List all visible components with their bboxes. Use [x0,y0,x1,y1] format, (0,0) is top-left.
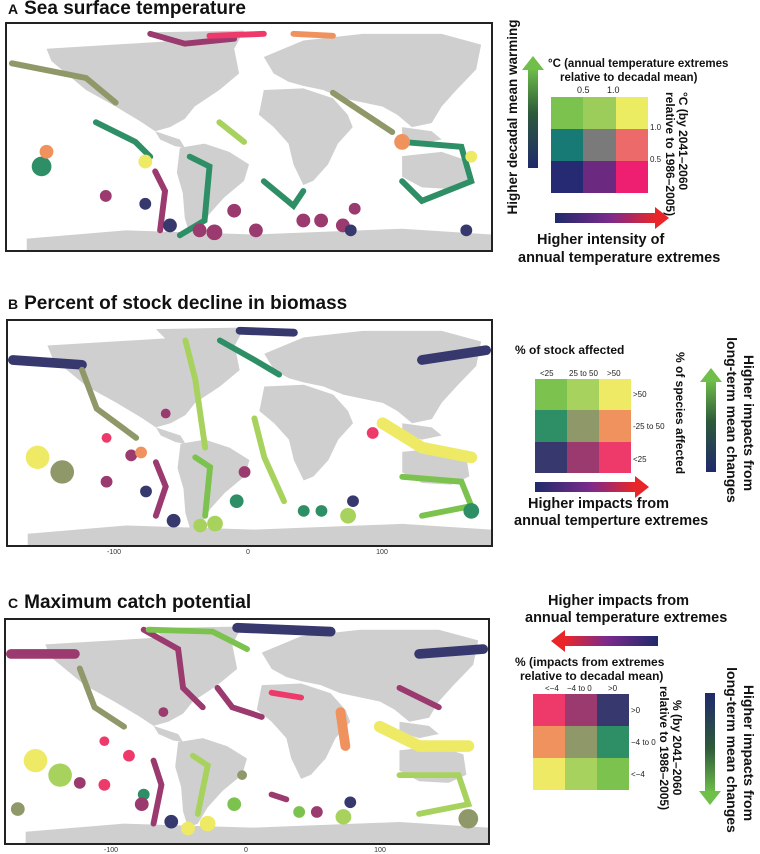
legend-a-right-label-1: °C (by 2041–2060 [676,92,690,191]
legend-a-bivariate-grid [551,97,648,193]
legend-c-far-right-label-2: long-term mean changes [724,667,740,833]
legend-b-col-tick-2: 25 to 50 [569,369,598,378]
legend-cell [615,161,648,193]
panel-letter: A [8,1,19,17]
legend-cell [599,410,631,442]
legend-cell [535,410,567,442]
legend-a-col-tick-1: 0.5 [577,85,590,95]
legend-cell [535,379,567,411]
x-tick: 100 [376,549,388,556]
arrow-left-icon [551,630,565,652]
legend-cell [599,379,631,411]
legend-cell [565,726,597,758]
legend-cell [533,758,565,790]
legend-a-left-axis-label: Higher decadal mean warming [505,19,520,215]
arrow-up-icon [522,56,544,70]
legend-a-row-tick-2: 0.5 [650,155,662,164]
arrow-right-icon [655,207,669,229]
legend-cell [533,726,565,758]
legend-b-col-tick-1: <25 [540,369,554,378]
x-tick: -100 [103,847,119,854]
panel-b-title: B Percent of stock decline in biomass [8,293,347,315]
legend-c-label-1: % (impacts from extremes [515,655,665,669]
legend-b-bottom-label-1: Higher impacts from [528,496,669,512]
x-tick: -100 [106,549,122,556]
panel-a-title: A Sea surface temperature [8,0,246,20]
legend-b-right-label: % of species affected [673,352,687,475]
legend-cell [535,441,567,473]
legend-cell [583,129,616,161]
legend-cell [551,129,584,161]
legend-b-horizontal-arrow [535,476,649,498]
legend-b-row-tick-2: -25 to 50 [633,422,665,431]
legend-c-col-tick-1: <−4 [545,684,559,693]
legend-cell [567,379,599,411]
x-tick: 0 [244,847,248,854]
legend-cell [615,129,648,161]
legend-cell [551,161,584,193]
legend-b-row-tick-1: >50 [633,390,647,399]
legend-a-bottom-label-2: annual temperature extremes [518,250,721,266]
arrow-up-icon [700,368,722,382]
legend-c-label-2: relative to decadal mean) [520,669,664,683]
legend-c-col-tick-2: −4 to 0 [567,684,592,693]
legend-cell [597,726,629,758]
legend-c-right-label-1: % (by 2041–2060 [670,700,684,796]
x-tick: 100 [374,847,386,854]
legend-c-row-tick-3: <−4 [631,770,645,779]
legend-cell [565,758,597,790]
legend-c-horizontal-arrow [551,630,658,652]
arrow-right-icon [635,476,649,498]
map-sea-surface-temperature [5,22,493,252]
panel-c-title: C Maximum catch potential [8,592,251,614]
legend-b-bivariate-grid [535,379,631,473]
panel-letter: C [8,595,19,611]
panel-title-text: Percent of stock decline in biomass [24,293,348,314]
legend-b-bottom-label-2: annual temperture extremes [514,513,709,529]
legend-c-vertical-arrow [699,693,721,805]
panel-title-text: Sea surface temperature [24,0,246,19]
legend-cell [597,694,629,726]
legend-b-row-tick-3: <25 [633,455,647,464]
legend-cell [551,97,584,129]
legend-cell [597,758,629,790]
legend-a-col-tick-2: 1.0 [607,85,620,95]
legend-a-top-label-1: °C (annual temperature extremes [548,58,729,70]
legend-b-vertical-arrow [700,368,722,472]
legend-a-bottom-label-1: Higher intensity of [537,232,665,248]
x-tick: 0 [246,549,250,556]
legend-cell [565,694,597,726]
panel-title-text: Maximum catch potential [24,592,252,613]
legend-c-row-tick-1: >0 [631,706,641,715]
legend-c-far-right-label-1: Higher impacts from [741,684,757,822]
panel-letter: B [8,296,19,312]
map-maximum-catch-potential [4,618,490,845]
legend-c-bivariate-grid [533,694,629,790]
map-stock-decline-biomass [6,319,493,547]
legend-c-col-tick-3: >0 [608,684,618,693]
legend-cell [599,441,631,473]
legend-cell [567,410,599,442]
legend-a-right-label-2: relative to 1986–2005) [663,92,677,217]
legend-b-far-right-label-2: long-term mean changes [724,337,740,503]
legend-c-right-label-2: relative to 1986–2005) [657,686,671,811]
legend-cell [615,97,648,129]
legend-cell [533,694,565,726]
legend-c-top-label-1: Higher impacts from [548,593,689,609]
legend-b-col-tick-3: >50 [607,369,621,378]
legend-cell [583,97,616,129]
arrow-down-icon [699,791,721,805]
legend-cell [567,441,599,473]
legend-a-horizontal-arrow [555,207,669,229]
legend-c-row-tick-2: −4 to 0 [631,738,656,747]
legend-a-vertical-arrow [522,56,544,168]
legend-b-top-label: % of stock affected [515,343,625,357]
legend-a-top-label-2: relative to decadal mean) [560,72,698,84]
legend-b-far-right-label-1: Higher impacts from [741,354,757,492]
legend-c-top-label-2: annual temperature extremes [525,610,728,626]
legend-a-row-tick-1: 1.0 [650,123,662,132]
legend-cell [583,161,616,193]
